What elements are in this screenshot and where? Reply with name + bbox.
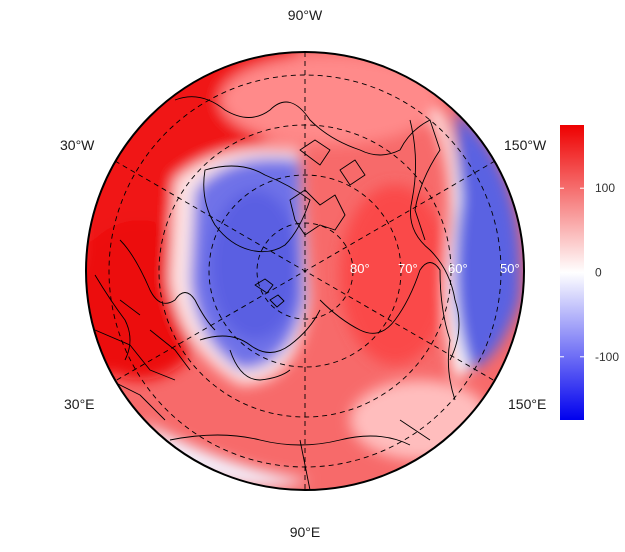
- longitude-label-lower-left: 30°E: [64, 396, 95, 412]
- asia-borders: [169, 419, 431, 490]
- svalbard-islands: [254, 278, 285, 308]
- colorbar-ticks: 100 0 -100: [560, 181, 619, 364]
- meridian-150w-30e: [114, 160, 496, 382]
- longitude-label-upper-right: 150°W: [504, 137, 547, 153]
- graticule: [108, 52, 502, 490]
- scandinavia-coast: [94, 239, 216, 361]
- longitude-label-lower-right: 150°E: [508, 396, 546, 412]
- north-america-coast: [174, 96, 441, 241]
- europe-borders: [94, 299, 191, 421]
- latitude-label-70: 70°: [398, 261, 418, 276]
- latitude-label-60: 60°: [448, 261, 468, 276]
- canadian-archipelago-coast: [289, 139, 366, 236]
- longitude-label-upper-left: 30°W: [60, 137, 95, 153]
- anomaly-field: [86, 52, 524, 490]
- colorbar-tick-label: 100: [595, 181, 615, 195]
- coastlines: [94, 96, 460, 490]
- alaska-coast: [409, 119, 460, 361]
- eurasia-north-coast: [199, 309, 321, 381]
- latitude-circle-70: [208, 174, 402, 368]
- colorbar: 100 0 -100: [560, 125, 619, 420]
- latitude-labels: 80° 70° 60° 50°: [350, 261, 520, 276]
- latitude-label-80: 80°: [350, 261, 370, 276]
- longitude-labels: 90°W 30°W 150°W 30°E 150°E 90°E: [60, 7, 547, 540]
- siberia-coast: [319, 262, 456, 401]
- map-border: [85, 51, 525, 491]
- longitude-label-bottom: 90°E: [290, 524, 321, 540]
- colorbar-tick-label: 0: [595, 266, 602, 280]
- colorbar-tick-label: -100: [595, 350, 619, 364]
- latitude-label-50: 50°: [500, 261, 520, 276]
- longitude-label-top: 90°W: [288, 7, 323, 23]
- greenland-coast: [203, 165, 311, 253]
